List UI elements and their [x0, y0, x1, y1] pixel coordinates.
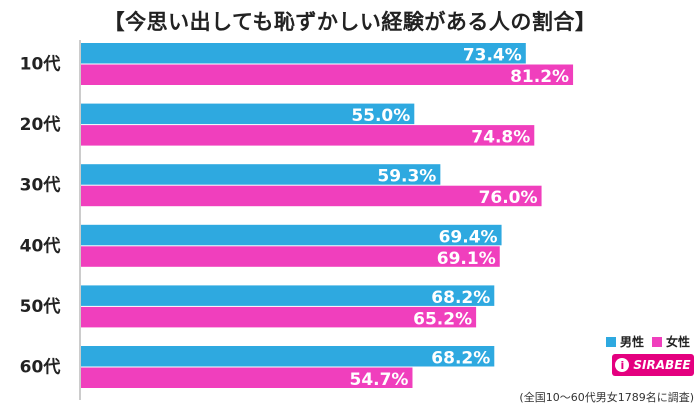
- logo-text: SIRABEE: [633, 358, 691, 372]
- data-label-female: 65.2%: [413, 309, 472, 329]
- logo-mark-icon: i: [615, 358, 630, 372]
- legend-label-male: 男性: [620, 335, 645, 349]
- bar-female: [81, 367, 413, 388]
- bar-male: [81, 346, 495, 367]
- data-label-female: 54.7%: [349, 370, 408, 390]
- bar-male: [81, 285, 495, 306]
- bar-male: [81, 103, 415, 125]
- data-label-male: 59.3%: [377, 167, 436, 187]
- bar-female: [81, 306, 477, 328]
- data-label-male: 69.4%: [439, 227, 498, 247]
- bar-female: [81, 64, 574, 85]
- category-label: 10代: [20, 54, 61, 75]
- legend-swatch-female: [652, 336, 663, 347]
- data-label-female: 76.0%: [479, 188, 538, 208]
- category-label: 60代: [20, 357, 61, 378]
- category-label: 50代: [20, 296, 61, 317]
- legend-label-female: 女性: [666, 335, 691, 349]
- category-label: 20代: [20, 114, 61, 135]
- footnote: (全国10～60代男女1789名に調査): [519, 391, 694, 404]
- data-label-female: 69.1%: [437, 249, 496, 269]
- sirabee-logo: i SIRABEE: [612, 354, 694, 376]
- bar-female: [81, 125, 535, 146]
- category-label: 40代: [20, 235, 61, 256]
- data-label-male: 55.0%: [351, 106, 410, 126]
- data-label-male: 68.2%: [431, 288, 490, 308]
- data-label-male: 68.2%: [431, 349, 490, 369]
- data-label-female: 81.2%: [510, 67, 569, 87]
- legend: 男性 女性: [606, 333, 690, 350]
- bar-male: [81, 164, 441, 185]
- legend-swatch-male: [606, 336, 616, 347]
- data-label-female: 74.8%: [471, 128, 530, 148]
- data-label-male: 73.4%: [463, 46, 522, 66]
- category-label: 30代: [20, 175, 61, 196]
- bar-female: [81, 246, 500, 267]
- bar-male: [81, 43, 526, 64]
- bar-male: [81, 224, 502, 246]
- chart-title: 【今思い出しても恥ずかしい経験がある人の割合】: [103, 10, 597, 34]
- bar-female: [81, 185, 542, 207]
